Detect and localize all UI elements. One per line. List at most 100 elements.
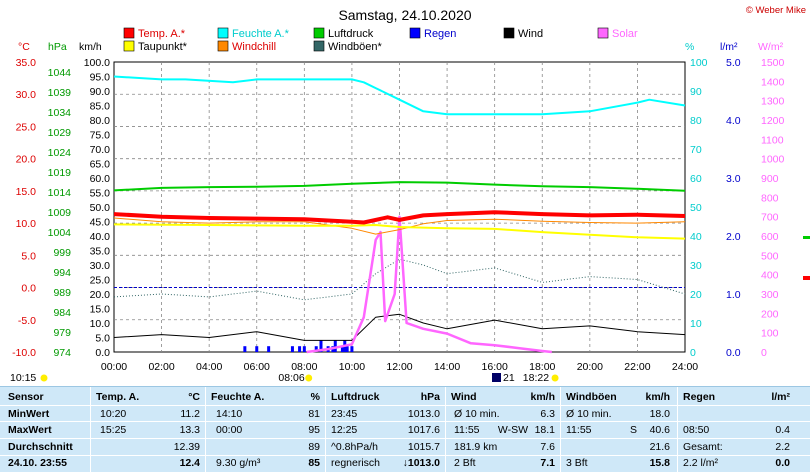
wind-tick: 30.0 [90,260,111,272]
table-divider [90,387,91,472]
rain-bar [314,346,318,352]
press-tick: 1004 [48,227,72,239]
series-luftdruck [113,181,686,192]
solar-tick: 200 [761,308,779,320]
rain-tick: 1.0 [726,289,741,301]
press-time: ^0.8hPa/h [331,441,378,453]
rain-bar [243,346,247,352]
hum-tick: 100 [690,57,708,69]
hum-tick: 60 [690,173,702,185]
wind-value: 6.3 [540,408,555,420]
series-windchill [113,217,686,235]
moon-label: 21 [503,372,515,384]
press-tick: 979 [53,327,71,339]
rain-tick: 2.0 [726,231,741,243]
x-tick: 16:00 [482,361,508,373]
legend-swatch-2 [313,27,325,39]
press-tick: 974 [53,347,71,359]
rain-time: 08:50 [683,424,710,436]
press-tick: 1034 [48,107,72,119]
hum-time: 14:10 [216,408,243,420]
solar-tick: 500 [761,250,779,262]
hum-tick: 10 [690,318,702,330]
statistics-table: Sensor Temp. A. °C Feuchte A.% Luftdruck hPa W… [0,386,810,472]
temp-tick: 5.0 [21,250,36,262]
x-tick: 08:00 [291,361,317,373]
wind-value: 7.6 [540,441,555,453]
gust-direction: S [629,424,637,436]
rain-bar [350,346,354,352]
press-tick: 1039 [48,87,72,99]
sunrise-icon [305,374,313,382]
hum-tick: 20 [690,289,702,301]
legend-swatch-0 [123,27,135,39]
solar-tick: 1500 [761,57,785,69]
table-divider [560,387,561,472]
rain-value: 2.2 [775,441,790,453]
solar-tick: 300 [761,289,779,301]
row-label: 24.10. 23:55 [8,457,67,469]
press-value: ↓1013.0 [402,457,440,469]
rain-time: 2.2 l/m² [683,457,719,469]
series-taupunkt [113,223,686,240]
legend-swatch-7 [217,40,229,52]
rain-bar [267,346,271,352]
weather-chart: Samstag, 24.10.2020 © Weber Mike Temp. A.*… [10,5,810,384]
rain-unit: l/m² [720,41,738,53]
legend-label-3: Regen [424,28,456,40]
press-tick: 1019 [48,167,72,179]
press-time: 12:25 [331,424,358,436]
wind-tick: 20.0 [90,289,111,301]
hum-tick: 50 [690,202,702,214]
x-tick: 10:00 [339,361,365,373]
hum-tick: 40 [690,231,702,243]
solar-tick: 100 [761,328,779,340]
header-wind-unit: km/h [530,391,555,403]
x-tick: 18:00 [529,361,555,373]
table-divider [445,387,446,472]
hum-time: 00:00 [216,424,243,436]
temp-tick: 10.0 [16,218,37,230]
wind-tick: 10.0 [90,318,111,330]
solar-tick: 1200 [761,115,785,127]
wind-tick: 70.0 [90,144,111,156]
table-row-divider [0,438,810,439]
temp-tick: -5.0 [18,315,36,327]
x-tick: 00:00 [101,361,127,373]
temp-time: 15:25 [100,424,127,436]
temp-tick: 35.0 [16,57,37,69]
hum-tick: 0 [690,347,696,359]
rain-bar [255,346,259,352]
table-row-divider [0,405,810,406]
wind-tick: 35.0 [90,246,111,258]
solar-tick: 400 [761,270,779,282]
table-divider [325,387,326,472]
solar-tick: 0 [761,347,767,359]
press-value: 1015.7 [407,441,440,453]
legend-swatch-8 [313,40,325,52]
wind-tick: 85.0 [90,101,111,113]
wind-value: 18.1 [534,424,555,436]
row-label: MaxWert [8,424,52,436]
hum-unit: % [685,41,694,53]
wind-tick: 0.0 [95,347,110,359]
gust-time: Ø 10 min. [566,408,612,420]
wind-time: 2 Bft [454,457,476,469]
x-tick: 04:00 [196,361,222,373]
solar-tick: 1400 [761,76,785,88]
wind-tick: 25.0 [90,275,111,287]
rain-tick: 3.0 [726,173,741,185]
wind-tick: 15.0 [90,304,111,316]
rain-bar [319,340,323,352]
wind-direction: W-SW [497,424,528,436]
gust-value: 40.6 [649,424,670,436]
legend-label-5: Solar [612,28,638,40]
hum-tick: 30 [690,260,702,272]
solar-tick: 1100 [761,134,784,146]
press-tick: 1044 [48,67,72,79]
wind-tick: 50.0 [90,202,111,214]
wind-tick: 65.0 [90,159,111,171]
wind-tick: 95.0 [90,72,111,84]
legend-swatch-1 [217,27,229,39]
wind-tick: 75.0 [90,130,111,142]
